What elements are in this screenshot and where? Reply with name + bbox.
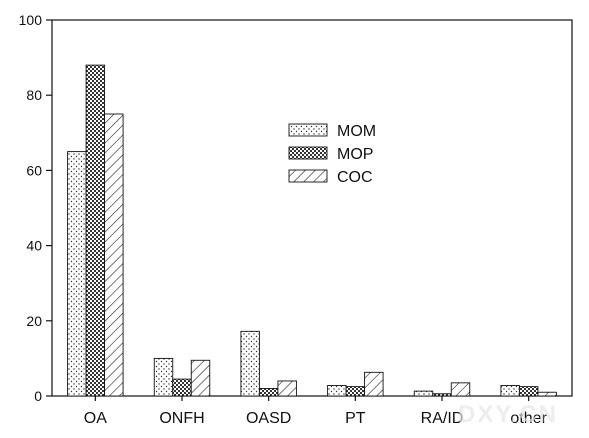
legend-swatch-coc: [288, 169, 328, 183]
y-tick-label: 20: [26, 313, 42, 329]
bar-coc-pt: [364, 371, 384, 397]
bar-coc-onfh: [190, 359, 211, 397]
bar-coc-raid: [450, 382, 471, 397]
x-axis: OA ONFH OASD PT RA/ID other: [84, 396, 548, 427]
bar-coc-other: [537, 391, 557, 397]
y-tick-label: 60: [26, 162, 42, 178]
x-category-label: OA: [84, 410, 107, 427]
bar-mop-onfh: [172, 378, 192, 397]
legend-swatch-mom: [288, 123, 328, 137]
legend-label-mop: MOP: [337, 146, 373, 163]
legend-swatch-mop: [288, 146, 328, 160]
x-category-label: RA/ID: [421, 410, 464, 427]
bar-mop-pt: [345, 386, 366, 397]
legend: MOM MOP COC: [288, 123, 376, 186]
legend-label-mom: MOM: [337, 123, 376, 140]
y-tick-label: 0: [34, 388, 42, 404]
y-tick-label: 100: [19, 12, 43, 28]
x-category-label: OASD: [246, 410, 291, 427]
x-category-label: other: [510, 410, 547, 427]
bar-mom-oa: [67, 151, 87, 397]
watermark: DXY.CN: [458, 401, 558, 428]
plot-frame: [51, 19, 573, 397]
bar-mop-raid: [432, 393, 452, 397]
x-category-label: ONFH: [159, 410, 204, 427]
bar-mop-oasd: [258, 388, 279, 397]
x-category-label: PT: [345, 410, 366, 427]
bar-mom-oasd: [240, 330, 260, 397]
bar-series: [67, 64, 557, 397]
bar-coc-oa: [104, 113, 124, 397]
y-tick-label: 80: [26, 87, 42, 103]
bar-mom-onfh: [153, 357, 174, 397]
y-axis: 0 20 40 60 80 100: [19, 12, 52, 404]
bar-mom-other: [500, 385, 520, 397]
bar-mop-oa: [85, 64, 106, 397]
bar-mom-pt: [327, 385, 347, 397]
legend-label-coc: COC: [337, 169, 373, 186]
bar-mom-raid: [413, 390, 434, 397]
bar-mop-other: [518, 386, 539, 397]
y-tick-label: 40: [26, 238, 42, 254]
bar-coc-oasd: [277, 380, 297, 397]
